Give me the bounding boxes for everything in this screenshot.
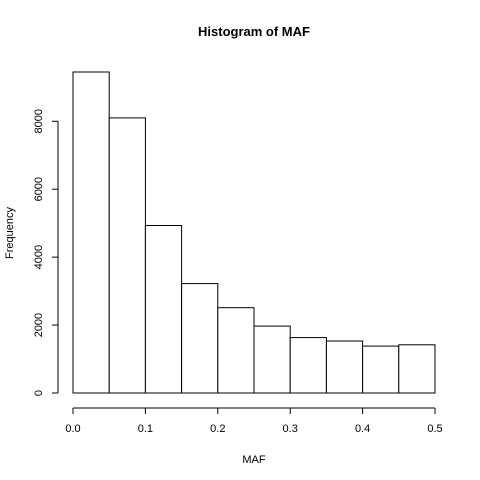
histogram-bar: [144, 225, 183, 394]
y-tick-label: 4000: [33, 245, 45, 269]
histogram-bar: [108, 117, 146, 394]
x-axis: 0.0 0.1 0.2 0.3 0.4 0.5: [65, 407, 443, 435]
histogram-bar: [325, 340, 364, 394]
chart-title: Histogram of MAF: [198, 24, 310, 39]
x-tick-label: 0.4: [355, 423, 370, 435]
y-tick-label: 2000: [33, 313, 45, 337]
x-axis-label: MAF: [242, 454, 266, 466]
histogram-bar: [398, 344, 436, 394]
y-axis-label: Frequency: [4, 207, 16, 259]
histogram-bar: [289, 337, 327, 394]
bars-group: [72, 71, 436, 394]
y-tick-label: 6000: [33, 177, 45, 201]
y-tick-label: 0: [33, 390, 45, 396]
histogram-bar: [72, 71, 110, 394]
histogram-bar: [253, 325, 291, 394]
y-tick-label: 8000: [33, 109, 45, 133]
histogram-bar: [181, 283, 219, 394]
x-tick-label: 0.5: [427, 423, 442, 435]
histogram-bar: [362, 345, 400, 394]
x-tick-label: 0.3: [283, 423, 298, 435]
x-tick-label: 0.2: [210, 423, 225, 435]
histogram-bar: [217, 307, 255, 394]
x-tick-label: 0.1: [138, 423, 153, 435]
y-axis: 0 2000 4000 6000 8000: [33, 109, 59, 396]
x-tick-label: 0.0: [65, 423, 80, 435]
